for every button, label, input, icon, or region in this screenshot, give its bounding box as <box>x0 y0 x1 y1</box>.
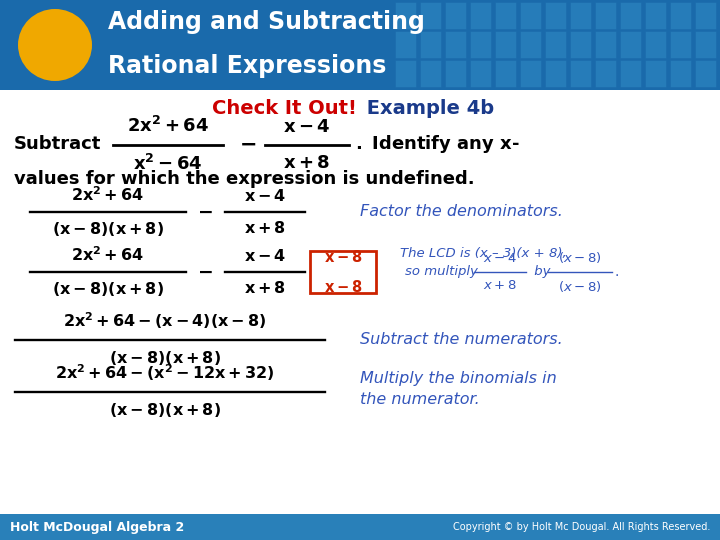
Bar <box>470 60 491 87</box>
Text: $\bf{-}$: $\bf{-}$ <box>197 261 213 280</box>
Text: so multiply: so multiply <box>405 266 478 279</box>
Text: $\mathit{(x - 8)}$: $\mathit{(x - 8)}$ <box>558 279 602 294</box>
Text: $\mathbf{(x - 8)(x + 8)}$: $\mathbf{(x - 8)(x + 8)}$ <box>109 401 221 419</box>
Text: $\mathbf{2x^2 + 64 - (x^2 - 12x + 32)}$: $\mathbf{2x^2 + 64 - (x^2 - 12x + 32)}$ <box>55 362 275 383</box>
Text: $\bf{-}$: $\bf{-}$ <box>197 201 213 220</box>
Text: $\mathbf{2x^2 + 64 - (x - 4)(x - 8)}$: $\mathbf{2x^2 + 64 - (x - 4)(x - 8)}$ <box>63 310 266 331</box>
Text: Factor the denominators.: Factor the denominators. <box>360 204 563 219</box>
Text: Holt McDougal Algebra 2: Holt McDougal Algebra 2 <box>10 521 184 534</box>
Text: Rational Expressions: Rational Expressions <box>108 54 387 78</box>
Bar <box>520 60 541 87</box>
Bar <box>645 60 666 87</box>
Ellipse shape <box>18 9 92 81</box>
FancyBboxPatch shape <box>310 251 376 293</box>
Text: values for which the expression is undefined.: values for which the expression is undef… <box>14 170 474 188</box>
Text: $\mathbf{x - 4}$: $\mathbf{x - 4}$ <box>244 248 286 264</box>
Bar <box>545 60 566 87</box>
Bar <box>495 2 516 29</box>
Bar <box>495 31 516 58</box>
Bar <box>695 31 716 58</box>
Text: $\mathbf{x - 8}$: $\mathbf{x - 8}$ <box>324 279 362 295</box>
Text: $\bf{-}$: $\bf{-}$ <box>239 134 256 154</box>
Text: $\mathbf{(x - 8)(x + 8)}$: $\mathbf{(x - 8)(x + 8)}$ <box>52 220 164 238</box>
Bar <box>545 2 566 29</box>
Text: $\mathbf{(x - 8)(x + 8)}$: $\mathbf{(x - 8)(x + 8)}$ <box>109 349 221 367</box>
Bar <box>670 31 691 58</box>
Bar <box>395 2 416 29</box>
Bar <box>595 60 616 87</box>
Text: $\mathbf{2x^2 + 64}$: $\mathbf{2x^2 + 64}$ <box>71 185 145 204</box>
Bar <box>445 60 466 87</box>
Bar <box>595 31 616 58</box>
Text: $\mathit{x - 4}$: $\mathit{x - 4}$ <box>483 252 517 265</box>
Bar <box>420 31 441 58</box>
Bar <box>445 31 466 58</box>
Text: Multiply the binomials in: Multiply the binomials in <box>360 370 557 386</box>
Text: $\mathbf{x + 8}$: $\mathbf{x + 8}$ <box>244 220 286 236</box>
Text: $\mathbf{x - 4}$: $\mathbf{x - 4}$ <box>244 188 286 204</box>
Text: $\mathbf{(x - 8)(x + 8)}$: $\mathbf{(x - 8)(x + 8)}$ <box>52 280 164 298</box>
Bar <box>695 60 716 87</box>
Bar <box>0 514 720 540</box>
Text: the numerator.: the numerator. <box>360 393 480 408</box>
Text: Subtract the numerators.: Subtract the numerators. <box>360 332 563 347</box>
Text: $\mathit{(x - 8)}$: $\mathit{(x - 8)}$ <box>558 250 602 265</box>
Text: $\mathbf{x^2 - 64}$: $\mathbf{x^2 - 64}$ <box>133 154 203 174</box>
Bar <box>670 2 691 29</box>
Bar <box>470 31 491 58</box>
Bar <box>395 60 416 87</box>
Text: Check It Out!: Check It Out! <box>212 98 357 118</box>
Text: $\mathit{x + 8}$: $\mathit{x + 8}$ <box>483 279 517 292</box>
Bar <box>445 2 466 29</box>
Text: $\bf{.}$ Identify any $\mathbf{x}$-: $\bf{.}$ Identify any $\mathbf{x}$- <box>355 133 520 155</box>
Bar <box>0 0 720 90</box>
Bar <box>695 2 716 29</box>
Bar <box>395 31 416 58</box>
Text: The LCD is (x – 3)(x + 8),: The LCD is (x – 3)(x + 8), <box>400 247 567 260</box>
Text: Subtract: Subtract <box>14 135 102 153</box>
Bar <box>620 2 641 29</box>
Bar <box>570 2 591 29</box>
Text: by: by <box>530 266 551 279</box>
Text: $\mathbf{x + 8}$: $\mathbf{x + 8}$ <box>284 154 330 172</box>
Text: $\mathbf{2x^2 + 64}$: $\mathbf{2x^2 + 64}$ <box>71 245 145 264</box>
Text: Copyright © by Holt Mc Dougal. All Rights Reserved.: Copyright © by Holt Mc Dougal. All Right… <box>453 522 710 532</box>
Bar <box>620 60 641 87</box>
Bar <box>520 31 541 58</box>
Bar <box>520 2 541 29</box>
Bar <box>420 60 441 87</box>
Bar <box>470 2 491 29</box>
Text: Adding and Subtracting: Adding and Subtracting <box>108 10 425 34</box>
Bar <box>620 31 641 58</box>
Text: $\mathbf{x + 8}$: $\mathbf{x + 8}$ <box>244 280 286 296</box>
Bar <box>670 60 691 87</box>
Text: $\mathbf{x - 8}$: $\mathbf{x - 8}$ <box>324 249 362 265</box>
Bar <box>570 60 591 87</box>
Text: $\mathbf{x - 4}$: $\mathbf{x - 4}$ <box>283 118 330 136</box>
Bar <box>420 2 441 29</box>
Text: .: . <box>615 265 619 279</box>
Bar <box>645 2 666 29</box>
Text: Example 4b: Example 4b <box>360 98 494 118</box>
Bar <box>545 31 566 58</box>
Bar <box>645 31 666 58</box>
Bar <box>570 31 591 58</box>
Bar <box>595 2 616 29</box>
Bar <box>495 60 516 87</box>
Text: $\mathbf{2x^2 + 64}$: $\mathbf{2x^2 + 64}$ <box>127 116 209 136</box>
